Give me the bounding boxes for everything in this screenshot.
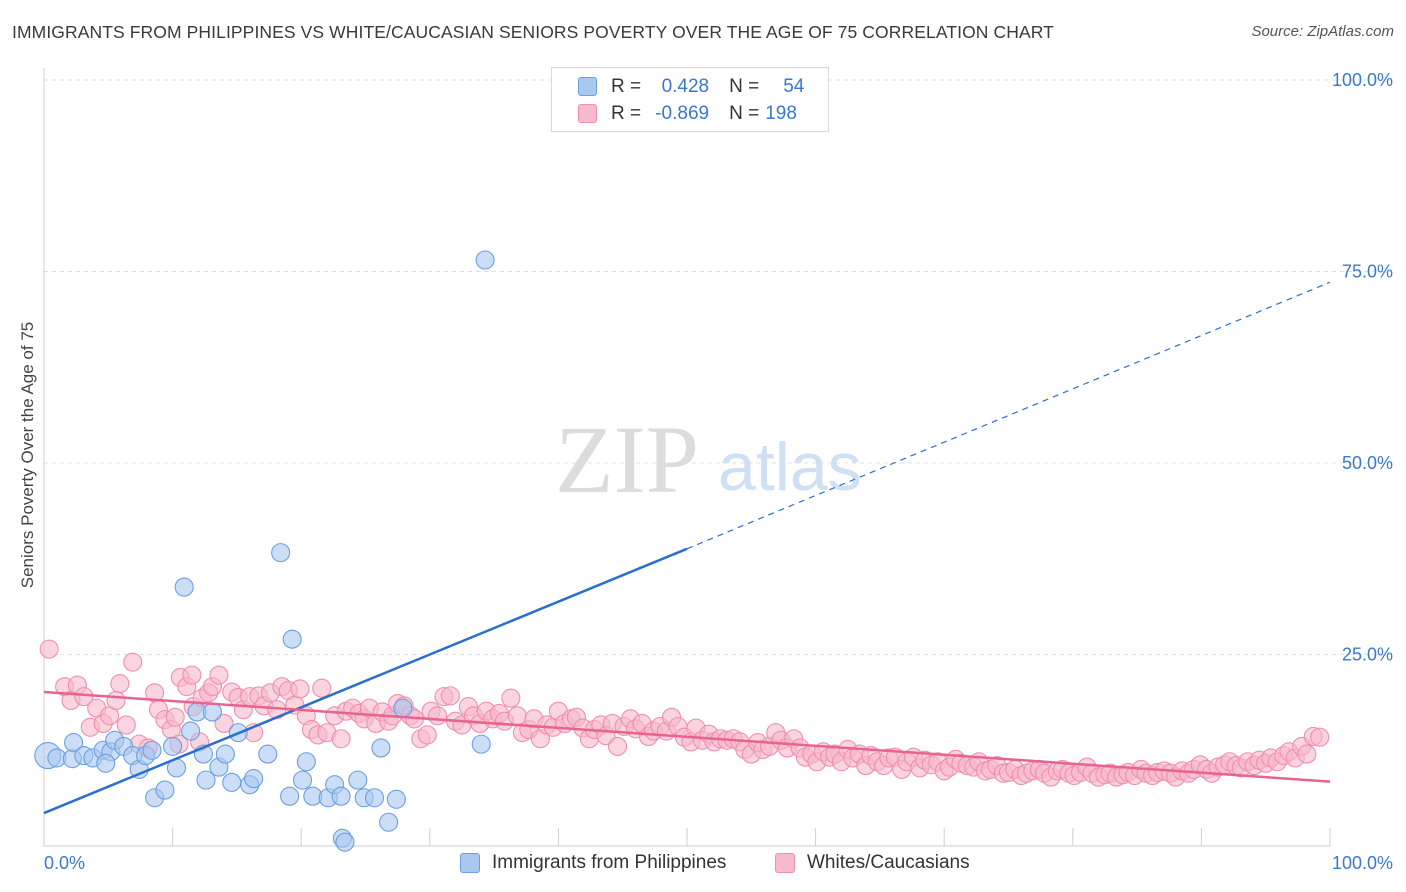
- data-point-philippines: [282, 629, 302, 649]
- data-point-philippines: [292, 770, 313, 790]
- data-point-whites: [427, 706, 448, 726]
- legend-r-label: R =: [611, 102, 642, 124]
- data-point-philippines: [142, 740, 162, 760]
- data-point-philippines: [196, 770, 216, 790]
- data-point-philippines: [386, 789, 406, 809]
- data-point-whites: [1310, 727, 1330, 747]
- data-point-whites: [106, 690, 126, 711]
- watermark: ZIP atlas: [555, 406, 862, 513]
- data-point-whites: [116, 715, 136, 735]
- data-point-philippines: [215, 744, 235, 764]
- y-tick-label: 100.0%: [1332, 70, 1393, 90]
- legend-n-value: 54: [783, 75, 805, 97]
- data-point-whites: [123, 652, 143, 672]
- data-point-philippines: [155, 780, 175, 800]
- data-point-philippines: [331, 786, 351, 806]
- legend-item-whites[interactable]: Whites/Caucasians: [775, 852, 970, 874]
- gridlines: [44, 79, 1394, 655]
- data-point-philippines: [475, 250, 495, 270]
- legend-label-whites: Whites/Caucasians: [807, 852, 970, 873]
- legend-n-value: 198: [765, 102, 797, 124]
- data-point-whites: [608, 736, 628, 756]
- chart-title: IMMIGRANTS FROM PHILIPPINES VS WHITE/CAU…: [12, 22, 1054, 42]
- legend-r-value: -0.869: [655, 102, 710, 124]
- y-tick-label: 25.0%: [1342, 645, 1393, 665]
- series-whites-caucasians: [39, 639, 1330, 787]
- legend-swatch-pink: [578, 104, 597, 123]
- x-tick-label-min: 0.0%: [44, 853, 85, 873]
- y-tick-label: 50.0%: [1342, 453, 1393, 473]
- data-point-philippines: [393, 698, 413, 718]
- legend-n-label: N =: [729, 75, 760, 97]
- data-point-whites: [214, 713, 234, 733]
- data-point-whites: [417, 725, 437, 745]
- legend-row-philippines: R = 0.428 N = 54: [552, 73, 819, 100]
- legend-r-value: 0.428: [661, 75, 710, 97]
- data-point-whites: [110, 674, 130, 694]
- data-point-philippines: [280, 786, 300, 806]
- data-point-philippines: [222, 772, 242, 792]
- data-point-philippines: [96, 753, 116, 773]
- legend-swatch-blue: [460, 853, 480, 873]
- legend-n-label: N =: [729, 102, 760, 124]
- data-point-whites: [312, 678, 332, 698]
- data-point-whites: [209, 665, 229, 685]
- axes: [43, 68, 1331, 847]
- legend-r-label: R =: [611, 75, 642, 97]
- data-point-philippines: [379, 812, 399, 832]
- data-point-whites: [440, 686, 460, 706]
- legend-label-philippines: Immigrants from Philippines: [492, 852, 727, 873]
- data-point-philippines: [335, 832, 355, 852]
- data-point-philippines: [258, 744, 278, 764]
- trend-line-philippines: [43, 547, 688, 815]
- legend-swatch-pink: [775, 853, 795, 873]
- trend-line-philippines-projection: [686, 281, 1331, 550]
- data-point-whites: [165, 707, 185, 727]
- trend-line-whites: [43, 690, 1331, 783]
- source-credit: Source: ZipAtlas.com: [1251, 23, 1394, 40]
- stats-legend: R = 0.428 N = 54 R = -0.869 N = 198: [551, 67, 829, 132]
- legend-item-philippines[interactable]: Immigrants from Philippines: [460, 852, 726, 874]
- data-point-philippines: [371, 738, 391, 758]
- data-point-philippines: [163, 736, 183, 756]
- data-point-philippines: [364, 788, 385, 808]
- trend-lines: [43, 281, 1331, 815]
- data-point-philippines: [348, 770, 368, 790]
- data-point-whites: [331, 729, 351, 749]
- data-point-philippines: [202, 702, 223, 722]
- series-immigrants-philippines: [34, 70, 664, 852]
- watermark-zip: ZIP: [555, 406, 699, 513]
- data-point-whites: [39, 639, 59, 659]
- data-point-philippines: [174, 577, 194, 597]
- data-point-whites: [1297, 744, 1317, 764]
- tick-labels: 25.0% 50.0% 75.0% 100.0% 0.0% 100.0%: [44, 70, 1393, 873]
- data-point-whites: [182, 665, 202, 685]
- x-tick-label-max: 100.0%: [1332, 853, 1393, 873]
- data-point-philippines: [181, 721, 201, 741]
- data-point-philippines: [271, 543, 291, 563]
- data-point-philippines: [244, 769, 264, 789]
- legend-swatch-blue: [578, 77, 597, 96]
- data-point-philippines: [296, 752, 316, 772]
- data-point-whites: [290, 679, 310, 699]
- data-point-philippines: [64, 733, 84, 753]
- y-tick-label: 75.0%: [1342, 262, 1393, 282]
- data-point-whites: [501, 688, 521, 708]
- watermark-atlas: atlas: [718, 429, 862, 505]
- series-legend: Immigrants from Philippines Whites/Cauca…: [0, 852, 1406, 878]
- legend-row-whites: R = -0.869 N = 198: [552, 100, 801, 127]
- data-point-philippines: [471, 734, 491, 754]
